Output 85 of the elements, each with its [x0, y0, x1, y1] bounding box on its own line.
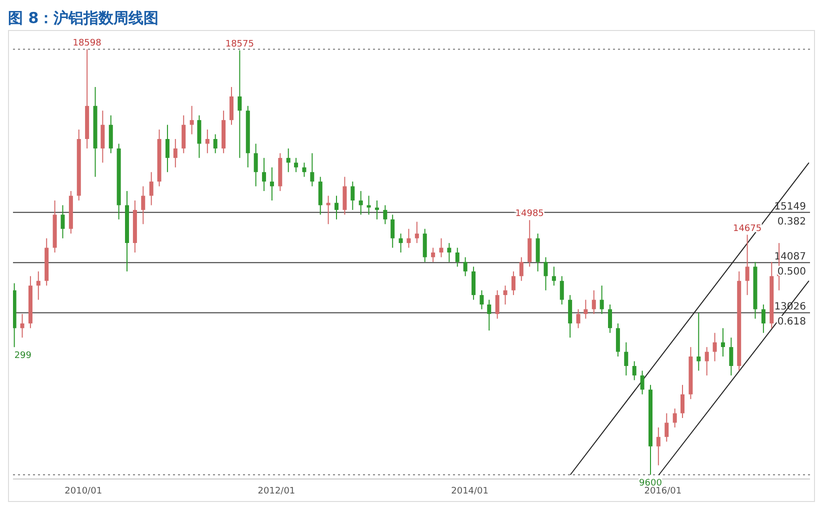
candlestick — [480, 290, 484, 310]
candlestick — [398, 233, 403, 253]
ref-line-label: 15149 — [774, 201, 806, 212]
candlestick — [720, 328, 725, 358]
candlestick — [366, 195, 371, 216]
candlestick — [374, 200, 379, 220]
candlestick — [173, 138, 178, 168]
candlestick — [182, 114, 186, 154]
candlestick — [422, 228, 427, 262]
candlestick — [487, 299, 492, 332]
candlestick — [672, 408, 677, 428]
candlestick — [712, 332, 717, 362]
candlestick — [334, 195, 339, 220]
candlestick — [390, 214, 395, 248]
candlestick — [286, 148, 290, 173]
candlestick — [624, 342, 628, 376]
candlestick — [358, 190, 363, 216]
candlestick — [503, 285, 508, 306]
candlestick — [495, 290, 500, 320]
candlestick — [729, 337, 734, 376]
candlestick — [406, 228, 411, 248]
candlestick — [536, 233, 540, 272]
x-tick-label: 2012/01 — [258, 486, 296, 496]
candlestick — [60, 204, 65, 239]
candlestick — [576, 308, 580, 329]
candlestick — [447, 242, 452, 262]
candlestick — [431, 247, 436, 262]
candlestick — [270, 166, 274, 201]
x-tick-label: 2014/01 — [451, 486, 489, 496]
candlestick — [302, 162, 306, 178]
annotation: 0.382 — [777, 216, 806, 228]
candlestick — [262, 157, 266, 192]
candlestick — [100, 110, 105, 164]
x-tick-label: 2016/01 — [644, 486, 682, 496]
candlestick — [656, 426, 660, 466]
candlestick — [36, 270, 40, 300]
candlestick — [165, 124, 170, 173]
candlestick — [761, 304, 766, 334]
candlestick — [592, 290, 596, 314]
candlestick — [552, 266, 556, 286]
candlestick — [20, 313, 24, 338]
candlestick — [463, 256, 468, 277]
x-tick-label: 2010/01 — [64, 486, 102, 496]
candlestick — [584, 299, 588, 320]
candlestick — [519, 256, 524, 282]
annotation: 18575 — [225, 39, 254, 50]
candlestick — [318, 176, 322, 216]
candlestick — [704, 346, 709, 376]
candlestick — [640, 370, 644, 395]
candlestick — [310, 152, 314, 187]
candlestick — [632, 360, 636, 381]
candlestick — [229, 86, 234, 126]
candlestick — [745, 234, 750, 296]
candlestick — [414, 221, 419, 244]
candlestick — [205, 129, 210, 154]
candlestick — [342, 176, 347, 216]
annotation: 299 — [14, 351, 32, 362]
candlestick — [664, 412, 669, 442]
candlestick — [455, 247, 460, 268]
candlestick — [383, 204, 388, 225]
candlestick — [608, 304, 612, 334]
candlestick — [568, 294, 572, 338]
candlestick — [472, 266, 476, 300]
candlestick — [600, 285, 604, 314]
candlestick — [197, 114, 202, 158]
annotation: 18598 — [72, 38, 102, 48]
candlestick — [294, 157, 298, 173]
candlestick — [696, 312, 701, 372]
candlestick — [350, 181, 355, 210]
candlestick — [108, 114, 113, 154]
candlestick — [680, 384, 684, 418]
candlestick — [544, 256, 548, 291]
candlestick — [560, 276, 564, 306]
candlestick — [141, 186, 146, 225]
candlestick — [149, 172, 154, 206]
chart-title: 图 8：沪铝指数周线图 — [8, 8, 160, 29]
candlestick — [238, 50, 242, 158]
candlestick — [254, 143, 258, 187]
candlestick — [190, 105, 194, 135]
candlestick — [511, 270, 516, 296]
candlestick — [213, 134, 218, 154]
candlestick — [616, 322, 620, 358]
candlestick — [528, 220, 532, 268]
candlestick — [439, 238, 444, 258]
annotation: 0.618 — [777, 316, 806, 328]
